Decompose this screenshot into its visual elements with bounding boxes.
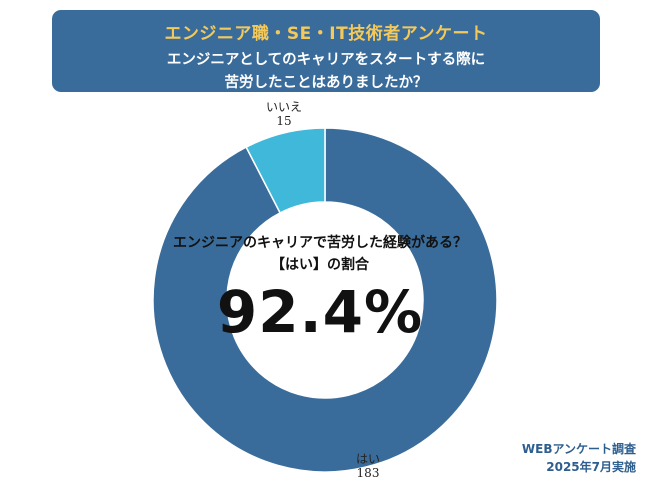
center-subtitle: 【はい】の割合 xyxy=(271,257,369,273)
survey-header: エンジニア職・SE・IT技術者アンケート エンジニアとしてのキャリアをスタートす… xyxy=(52,10,600,92)
footer-date: 2025年7月実施 xyxy=(546,460,636,474)
slice-yes xyxy=(152,127,498,473)
label-no-value: 15 xyxy=(276,114,292,128)
label-no-category: いいえ xyxy=(265,100,302,114)
center-percent: 92.4% xyxy=(216,278,424,346)
survey-question-line1: エンジニアとしてのキャリアをスタートする際に xyxy=(166,52,486,68)
label-no: いいえ 15 xyxy=(256,100,312,128)
label-yes-value: 183 xyxy=(356,466,380,480)
survey-question-line2: 苦労したことはありましたか？ xyxy=(224,75,428,91)
center-question: エンジニアのキャリアで苦労した経験がある？ xyxy=(173,235,467,251)
survey-title: エンジニア職・SE・IT技術者アンケート xyxy=(164,24,488,44)
label-yes: はい 183 xyxy=(340,452,396,480)
slice-no xyxy=(245,127,326,214)
label-yes-category: はい xyxy=(355,452,380,466)
footer-survey-type: WEBアンケート調査 xyxy=(521,442,636,456)
